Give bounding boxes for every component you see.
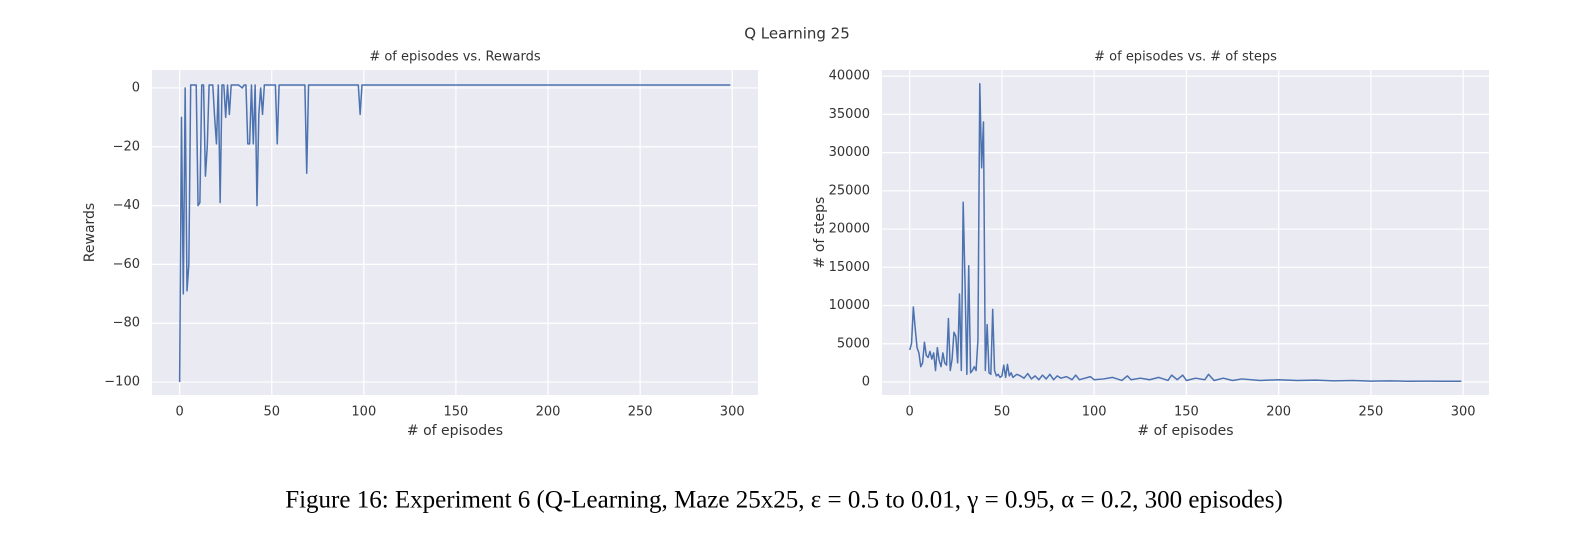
x-tick-label: 150	[1174, 405, 1199, 420]
x-tick-label: 100	[351, 405, 376, 420]
y-tick-label: −20	[113, 139, 140, 154]
y-tick-label: 15000	[829, 260, 870, 275]
x-tick-label: 200	[536, 405, 561, 420]
line	[908, 83, 1462, 382]
chart-title: # of episodes vs. # of steps	[1094, 50, 1277, 65]
y-tick-label: 25000	[829, 183, 870, 198]
line	[178, 84, 731, 383]
caption: Figure 16: Experiment 6 (Q-Learning, Maz…	[285, 487, 1283, 514]
x-tick-label: 200	[1266, 405, 1291, 420]
x-tick-label: 0	[906, 405, 914, 420]
y-tick-label: 5000	[837, 336, 870, 351]
y-tick-label: −100	[104, 375, 140, 390]
x-tick-label: 100	[1082, 405, 1107, 420]
chart-title: # of episodes vs. Rewards	[369, 50, 541, 65]
x-tick-label: 250	[628, 405, 653, 420]
figure-title: Q Learning 25	[744, 25, 850, 43]
y-tick-label: 40000	[829, 69, 870, 84]
x-axis-label: # of episodes	[1137, 423, 1233, 439]
x-tick-label: 150	[444, 405, 469, 420]
y-tick-label: −80	[113, 316, 140, 331]
y-tick-label: −40	[113, 198, 140, 213]
x-tick-label: 300	[720, 405, 745, 420]
y-tick-label: 0	[132, 80, 140, 95]
x-axis-label: # of episodes	[407, 423, 503, 439]
x-tick-label: 50	[263, 405, 280, 420]
x-tick-label: 300	[1451, 405, 1476, 420]
y-tick-label: −60	[113, 257, 140, 272]
y-tick-label: 30000	[829, 145, 870, 160]
y-tick-label: 10000	[829, 298, 870, 313]
y-tick-label: 20000	[829, 222, 870, 237]
y-axis-label: Rewards	[82, 203, 98, 262]
y-tick-label: 0	[862, 375, 870, 390]
x-tick-label: 0	[175, 405, 183, 420]
x-tick-label: 50	[994, 405, 1011, 420]
x-tick-label: 250	[1359, 405, 1384, 420]
y-tick-label: 35000	[829, 107, 870, 122]
y-axis-label: # of steps	[812, 197, 828, 269]
plot-area	[882, 70, 1489, 395]
plot-area	[152, 70, 758, 395]
